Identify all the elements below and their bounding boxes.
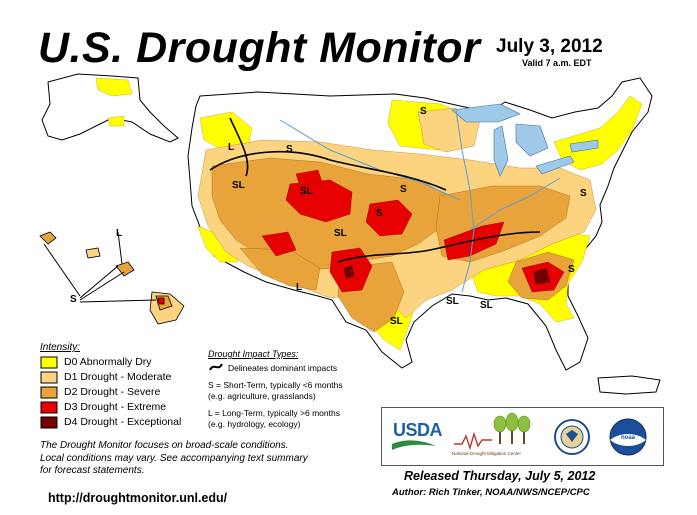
hawaii-leader [79,265,119,299]
hawaii-leader [43,243,81,297]
note-line-3: for forecast statements. [40,465,145,476]
legend-label-d1: D1 Drought - Moderate [64,371,172,383]
logos-graphics: noaa [392,412,647,456]
impact-short-term: S = Short-Term, typically <6 months [208,380,343,390]
d4-texas [343,265,355,279]
legend-swatch-d1 [40,371,58,384]
note-line-2: Local conditions may vary. See accompany… [40,452,308,464]
map-date: July 3, 2012 [496,36,603,57]
legend-label-d4: D4 Drought - Exceptional [64,416,182,428]
noaa-logo-icon: noaa [609,418,647,456]
lake-huron [515,123,549,157]
hawaii-maui [115,261,135,277]
impact-long-term: L = Long-Term, typically >6 months [208,408,340,418]
legend-swatch-d0 [40,356,58,369]
legend-label-d2: D2 Drought - Severe [64,386,161,398]
usda-logo-text: USDA [393,420,443,440]
alaska-map [41,73,179,143]
impact-label: L [296,282,302,293]
d3-colorado [285,179,353,223]
d3-arizona [261,231,297,257]
hawaii-leader [79,299,157,303]
impact-short-term-example: (e.g. agriculture, grasslands) [208,391,316,401]
conus-map: S S S S L SL SL SL SL SL SL L S S [187,77,653,371]
impact-label: S [286,144,293,155]
website-url[interactable]: http://droughtmonitor.unl.edu/ [48,491,228,505]
ndmc-graph-icon [454,431,492,451]
commerce-seal-icon [554,419,590,455]
legend-label-d3: D3 Drought - Extreme [64,401,167,413]
hawaii-big-island-d3 [157,297,165,305]
d3-kansas [365,199,413,237]
legend-label-d0: D0 Abnormally Dry [64,356,152,368]
ohio-river [469,177,561,231]
lake-superior [451,103,521,123]
disclaimer-note: The Drought Monitor focuses on broad-sca… [40,440,360,478]
lake-erie [535,155,575,175]
impact-label: S [400,184,407,195]
page-title: U.S. Drought Monitor [38,24,481,72]
legend-swatch-d4 [40,416,58,429]
partner-logos: noaa USDA National Drought Mitigation Ce… [381,407,664,466]
hawaii-label-l: L [116,228,122,239]
note-line-1: The Drought Monitor focuses on broad-sca… [40,440,289,451]
hawaii-leader [79,271,125,301]
valid-time: Valid 7 a.m. EDT [522,58,592,68]
impact-label: SL [300,186,313,197]
usda-swoosh-icon [392,440,436,450]
noaa-text: noaa [621,435,636,441]
impact-label: SL [390,316,403,327]
hawaii-label-s: S [70,294,77,305]
legend-swatch-d3 [40,401,58,414]
impact-label: S [568,264,575,275]
release-date: Released Thursday, July 5, 2012 [404,469,596,483]
impact-line-south [337,231,541,263]
impact-line-northwest [229,117,249,177]
ndmc-trees-icon [493,412,531,444]
lake-ontario [569,139,599,153]
author-credit: Author: Rich Tinker, NOAA/NWS/NCEP/CPC [392,487,590,498]
impact-line-west [209,150,447,191]
d3-utah [295,169,323,187]
impact-label: SL [334,228,347,239]
alaska-land [41,73,179,143]
alaska-d0 [95,77,133,97]
alaska-d0-south [107,115,125,127]
ndmc-logo-text: National Drought Mitigation Center [452,451,522,456]
hawaii-map: S L [39,228,185,325]
hawaii-oahu [85,247,101,259]
impact-delineates: Delineates dominant impacts [228,363,338,373]
impact-label: SL [446,296,459,307]
lake-michigan [493,125,509,177]
impact-label: SL [480,300,493,311]
impact-label: S [580,188,587,199]
impact-label: L [228,142,234,153]
impact-label: SL [232,180,245,191]
d4-georgia [533,267,551,285]
hawaii-kauai [39,231,57,245]
impact-label: S [376,208,383,219]
mississippi-river [455,109,475,293]
impact-label: S [420,106,427,117]
legend-title: Intensity: [40,342,81,353]
hawaii-leader [117,231,123,265]
delineates-symbol [209,363,223,371]
puerto-rico [597,375,661,395]
impact-long-term-example: (e.g. hydrology, ecology) [208,419,301,429]
legend-swatch-d2 [40,386,58,399]
impact-types-title: Drought Impact Types: [208,349,299,359]
